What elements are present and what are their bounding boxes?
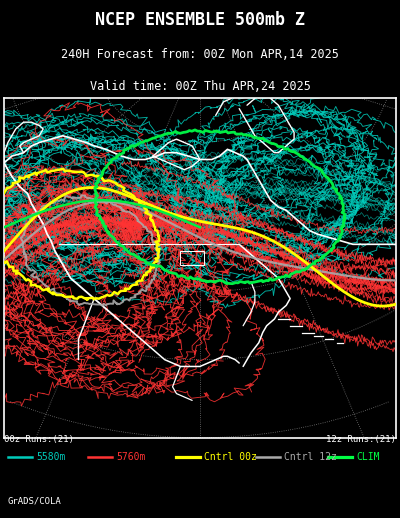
Bar	[180, 251, 204, 265]
Text: 5760m: 5760m	[116, 452, 145, 462]
Text: Cntrl 00z: Cntrl 00z	[204, 452, 257, 462]
Text: CLIM: CLIM	[356, 452, 380, 462]
Text: GrADS/COLA: GrADS/COLA	[8, 496, 62, 505]
Text: 12z Runs:(21): 12z Runs:(21)	[326, 435, 396, 443]
Text: 5580m: 5580m	[36, 452, 65, 462]
Text: 240H Forecast from: 00Z Mon APR,14 2025: 240H Forecast from: 00Z Mon APR,14 2025	[61, 48, 339, 61]
Text: NCEP ENSEMBLE 500mb Z: NCEP ENSEMBLE 500mb Z	[95, 11, 305, 28]
Text: Valid time: 00Z Thu APR,24 2025: Valid time: 00Z Thu APR,24 2025	[90, 80, 310, 93]
Text: 00z Runs:(21): 00z Runs:(21)	[4, 435, 74, 443]
Text: Cntrl 12z: Cntrl 12z	[284, 452, 337, 462]
